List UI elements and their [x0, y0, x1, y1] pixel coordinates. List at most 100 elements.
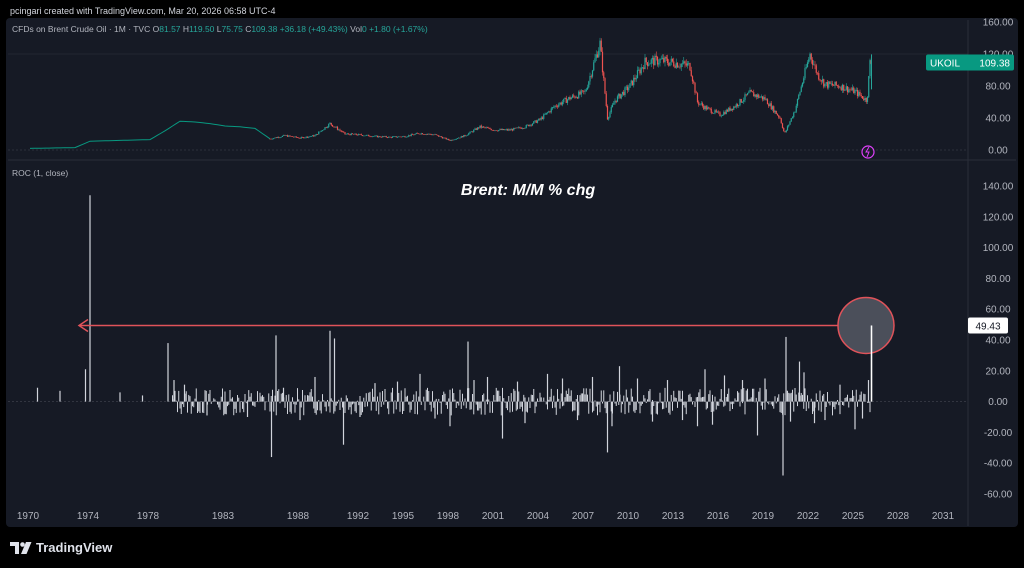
- price-candle-body: [651, 57, 654, 60]
- price-candle-body: [391, 136, 394, 138]
- price-candle-body: [513, 127, 515, 131]
- x-tick-label: 2001: [482, 511, 505, 522]
- price-candle-body: [711, 112, 714, 114]
- price-candle-body: [626, 86, 629, 91]
- price-candle-body: [313, 135, 315, 137]
- price-candle-body: [345, 133, 347, 135]
- price-candle-body: [293, 136, 295, 138]
- price-candle-body: [843, 84, 845, 91]
- price-candle-body: [383, 136, 385, 137]
- price-candle-body: [773, 106, 775, 113]
- price-candle-body: [610, 107, 612, 113]
- price-candle-body: [768, 104, 770, 107]
- price-candle-body: [749, 90, 751, 93]
- price-tick-label: 160.00: [983, 18, 1014, 29]
- price-candle-body: [596, 54, 599, 58]
- price-candle-body: [823, 79, 825, 87]
- price-candle-body: [423, 134, 425, 135]
- price-candle-body: [666, 58, 669, 64]
- chart-panel: [6, 18, 1018, 527]
- roc-tick-label: -20.00: [984, 428, 1013, 439]
- price-candle-body: [485, 127, 487, 129]
- price-candle-body: [861, 96, 864, 99]
- price-candle-body: [491, 130, 494, 131]
- price-candle-body: [659, 59, 661, 64]
- price-candle-body: [815, 65, 817, 73]
- price-candle-body: [526, 124, 529, 126]
- price-candle-body: [728, 107, 730, 112]
- price-candle-body: [398, 136, 400, 138]
- price-candle-body: [338, 129, 340, 131]
- price-candle-body: [539, 118, 541, 120]
- price-candle-body: [450, 139, 452, 141]
- price-candle-body: [436, 134, 439, 136]
- price-candle-body: [410, 134, 412, 136]
- price-candle-body: [654, 55, 656, 66]
- price-candle-body: [679, 66, 681, 68]
- price-candle-body: [675, 62, 677, 68]
- price-candle-body: [698, 102, 700, 105]
- price-candle-body: [684, 61, 686, 64]
- price-candle-body: [346, 133, 349, 135]
- price-candle-body: [714, 110, 716, 114]
- price-candle-body: [683, 61, 685, 64]
- price-candle-body: [503, 129, 505, 131]
- price-candle-body: [369, 136, 371, 137]
- price-candle-body: [673, 61, 675, 66]
- price-candle-body: [329, 122, 331, 124]
- price-candle-body: [271, 138, 274, 140]
- price-candle-body: [674, 65, 676, 68]
- price-candle-body: [458, 137, 460, 139]
- price-candle-body: [380, 137, 382, 138]
- price-tick-label: 0.00: [988, 146, 1008, 157]
- price-candle-body: [343, 131, 345, 133]
- price-candle-body: [809, 53, 811, 60]
- price-candle-body: [504, 129, 506, 131]
- price-candle-body: [299, 138, 301, 139]
- annotation-arrowhead: [77, 318, 89, 333]
- price-candle-body: [453, 139, 455, 141]
- price-candle-body: [625, 86, 627, 88]
- price-candle-body: [489, 127, 491, 130]
- price-candle-body: [604, 78, 606, 94]
- price-candle-body: [284, 135, 286, 136]
- price-candle-body: [521, 128, 524, 129]
- price-candle-body: [670, 58, 672, 63]
- price-candle-body: [351, 133, 354, 135]
- price-candle-body: [555, 105, 557, 107]
- price-candle-body: [418, 133, 420, 134]
- price-candle-body: [798, 95, 800, 99]
- price-candle-body: [349, 134, 351, 136]
- price-candle-body: [359, 133, 361, 135]
- ukoil-last-value: 109.38: [979, 58, 1010, 69]
- price-candle-body: [445, 137, 447, 140]
- price-candle-body: [328, 123, 330, 128]
- price-candle-body: [309, 136, 311, 138]
- price-candle-body: [495, 130, 497, 131]
- price-candle-body: [733, 106, 735, 110]
- price-candle-body: [855, 89, 857, 91]
- price-candle-body: [741, 101, 744, 103]
- roc-legend[interactable]: ROC (1, close): [12, 168, 69, 178]
- x-tick-label: 1998: [437, 511, 460, 522]
- price-candle-body: [470, 131, 472, 133]
- price-candle-body: [565, 97, 567, 103]
- price-candle-body: [609, 112, 611, 118]
- price-candle-body: [710, 108, 712, 113]
- price-candle-body: [289, 135, 291, 137]
- price-candle-body: [404, 136, 406, 138]
- price-candle-body: [838, 85, 840, 88]
- roc-tick-label: -40.00: [984, 459, 1013, 470]
- price-candle-body: [708, 107, 710, 109]
- price-candle-body: [830, 83, 832, 85]
- price-candle-body: [305, 136, 307, 138]
- price-candle-body: [454, 139, 456, 141]
- price-candle-body: [579, 91, 581, 95]
- price-candle-body: [693, 81, 695, 83]
- price-candle-body: [554, 105, 556, 108]
- price-candle-body: [649, 63, 651, 65]
- symbol-title[interactable]: CFDs on Brent Crude Oil · 1M · TVC: [12, 24, 151, 34]
- price-candle-body: [841, 84, 844, 91]
- price-candle-body: [323, 129, 325, 131]
- price-candle-body: [375, 135, 377, 137]
